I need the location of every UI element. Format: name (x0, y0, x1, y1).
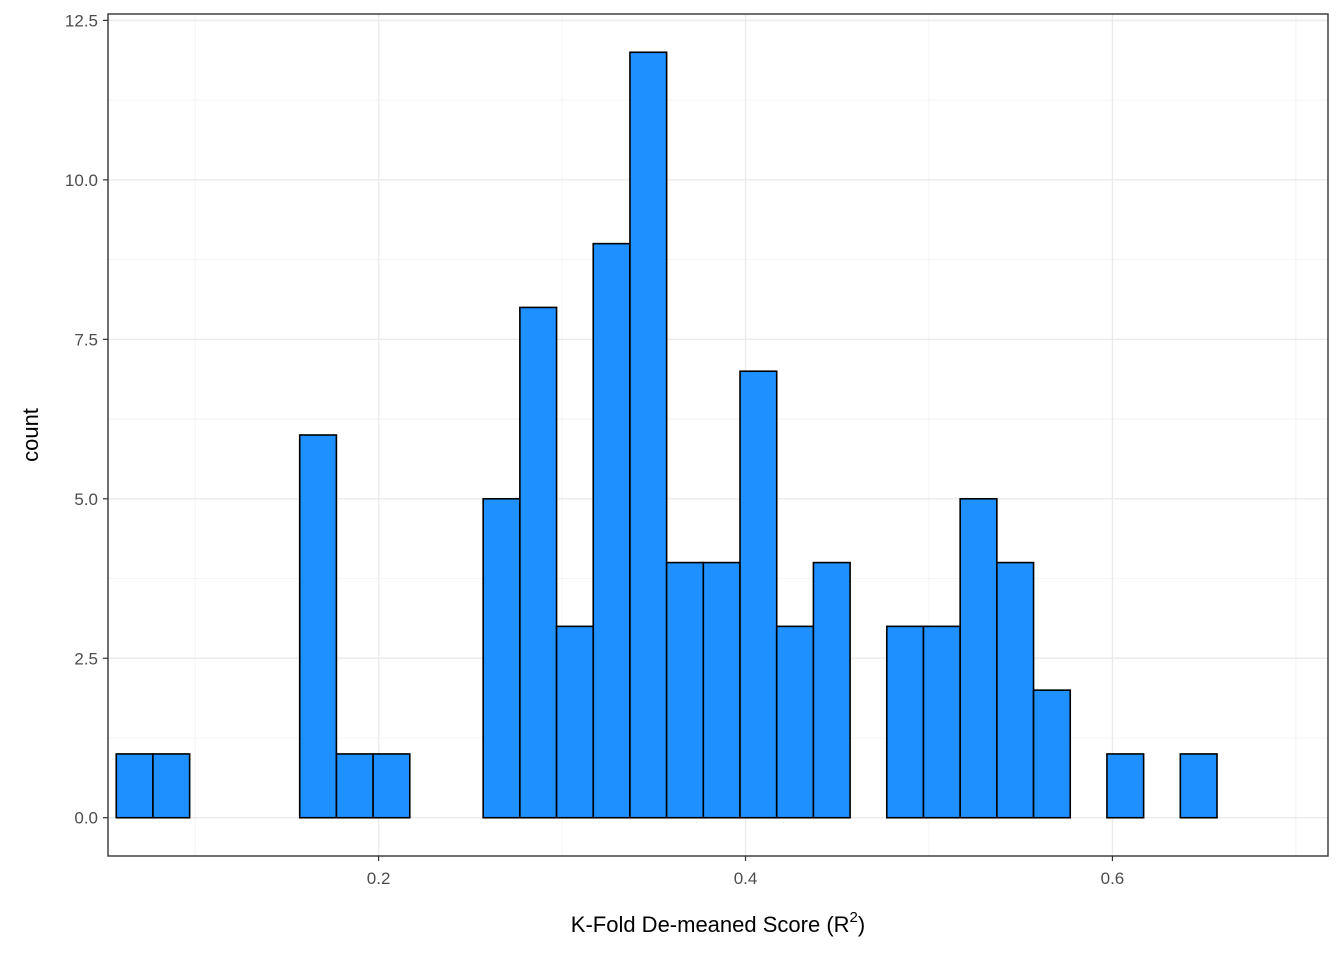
histogram-bar (115, 753, 154, 819)
x-tick-label: 0.4 (734, 869, 758, 888)
y-tick-label: 7.5 (74, 330, 98, 349)
bar-layer (115, 51, 1218, 819)
histogram-bar (812, 561, 851, 819)
x-axis-title-suffix: ) (858, 912, 865, 937)
x-axis-title-main: K-Fold De-meaned Score (R (571, 912, 850, 937)
y-tick-label: 5.0 (74, 490, 98, 509)
histogram-bar (152, 753, 191, 819)
histogram-bar (775, 625, 815, 819)
histogram-bar (1032, 689, 1072, 819)
y-tick-label: 2.5 (74, 649, 98, 668)
histogram-bar (335, 753, 374, 819)
tick-layer: 0.0 2.5 5.0 7.5 10.0 12.5 0.2 0.4 0.6 (65, 11, 1124, 888)
y-tick-label: 0.0 (74, 809, 98, 828)
histogram-bar (555, 625, 595, 819)
histogram-bar (629, 51, 668, 819)
x-axis-title: K-Fold De-meaned Score (R2) (571, 909, 865, 937)
histogram-bar (372, 753, 411, 819)
x-tick-label: 0.6 (1101, 869, 1125, 888)
histogram-bar (739, 370, 778, 819)
y-tick-label: 10.0 (65, 171, 98, 190)
x-tick-label: 0.2 (367, 869, 391, 888)
histogram-bar (1106, 753, 1145, 819)
y-axis-title: count (18, 408, 43, 462)
panel-border (107, 13, 1329, 857)
histogram-bar (519, 306, 558, 819)
histogram-bar (1179, 753, 1218, 819)
histogram-bar (702, 561, 741, 819)
histogram-bar (592, 242, 631, 819)
histogram-bar (482, 497, 521, 819)
histogram-bar (922, 625, 961, 819)
histogram-bar (996, 561, 1035, 819)
histogram-bar (298, 434, 338, 819)
y-tick-label: 12.5 (65, 11, 98, 30)
x-axis-title-superscript: 2 (850, 909, 858, 926)
histogram-bar (959, 497, 998, 819)
histogram-bar (885, 625, 925, 819)
histogram-bar (665, 561, 705, 819)
